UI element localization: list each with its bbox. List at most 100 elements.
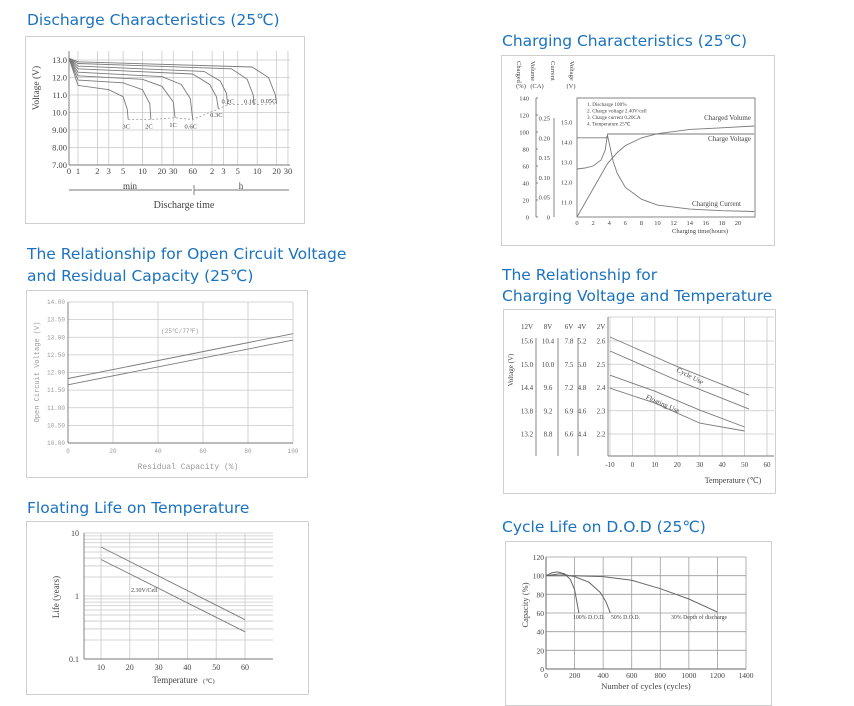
chgtemp-column-value: 15.0 bbox=[521, 361, 534, 369]
floatlife-line bbox=[100, 546, 246, 621]
charging-percent-tick-label: 120 bbox=[519, 113, 529, 120]
discharge-series-label: 3C bbox=[122, 124, 130, 131]
discharge-series-label: 0.3C bbox=[210, 112, 222, 119]
charging-percent-tick-label: 80 bbox=[523, 147, 530, 154]
floatlife-annotation: 2.30V/Cell bbox=[131, 588, 158, 594]
cyclelife-y-tick-label: 60 bbox=[537, 609, 545, 618]
discharge-series-label: 1C bbox=[169, 122, 177, 129]
discharge-curve-0.1C bbox=[68, 57, 255, 105]
discharge-x-tick-label: 2 bbox=[210, 166, 214, 176]
chgtemp-y-axis-label: Voltage (V) bbox=[507, 353, 515, 386]
charging-plot-frame bbox=[576, 97, 756, 218]
charging-curve-charge-voltage bbox=[576, 133, 755, 170]
cyclelife-series-label: 30% Depth of discharge bbox=[671, 614, 728, 621]
ocv-y-axis-label: Open Circuit Voltage (V) bbox=[34, 322, 42, 423]
ocv-y-tick-label: 14.00 bbox=[47, 299, 65, 306]
cyclelife-x-tick-label: 1000 bbox=[681, 671, 696, 680]
charging-note: 3. Charge current 0.20CA bbox=[587, 115, 641, 121]
chgtemp-column-value: 6.9 bbox=[565, 407, 574, 415]
chgtemp-column-value: 15.6 bbox=[521, 338, 534, 346]
chgtemp-column-value: 13.8 bbox=[521, 407, 534, 415]
cyclelife-x-tick-label: 400 bbox=[598, 671, 610, 680]
charging-current-tick-label: 0.20 bbox=[539, 135, 550, 142]
charging-voltage-tick-label: 12.0 bbox=[561, 180, 572, 187]
floatlife-y-tick-label: 1 bbox=[75, 592, 79, 601]
charging-percent-tick-label: 60 bbox=[523, 164, 530, 171]
discharge-curve-3C bbox=[68, 58, 129, 120]
chgtemp-curve-floating-use bbox=[609, 374, 745, 428]
floatlife-y-axis-label: Life (years) bbox=[51, 576, 61, 618]
charging-x-tick-label: 2 bbox=[591, 220, 594, 227]
charging-percent-tick-label: 40 bbox=[523, 181, 530, 188]
charging-current-tick-label: 0 bbox=[547, 215, 550, 222]
cyclelife-x-axis-label: Number of cycles (cycles) bbox=[601, 681, 691, 691]
charging-voltage-tick-label: 11.0 bbox=[561, 200, 572, 207]
discharge-curve-0.05C bbox=[68, 57, 278, 104]
discharge-cutoff-line bbox=[128, 103, 277, 120]
floatlife-x-tick-label: 30 bbox=[155, 663, 163, 672]
charging-header-name: Volume bbox=[529, 61, 536, 81]
discharge-curve-1C bbox=[68, 58, 176, 118]
discharge-series-label: 0.05C bbox=[261, 98, 277, 105]
ocv-x-tick-label: 0 bbox=[66, 448, 70, 455]
cyclelife-y-tick-label: 100 bbox=[533, 572, 545, 581]
chgtemp-column-value: 7.5 bbox=[565, 361, 574, 369]
cyclelife-y-tick-label: 0 bbox=[540, 665, 544, 674]
charging-chart-frame bbox=[501, 55, 775, 246]
ocv-line bbox=[67, 333, 294, 379]
chgtemp-column-header: 6V bbox=[565, 323, 574, 331]
discharge-x-tick-label: 0 bbox=[67, 166, 71, 176]
chgtemp-column-value: 5.2 bbox=[578, 338, 587, 346]
cyclelife-title: Cycle Life on D.O.D (25℃) bbox=[502, 518, 706, 536]
ocv-x-tick-label: 60 bbox=[199, 448, 207, 455]
chgtemp-column-value: 10.0 bbox=[542, 361, 555, 369]
discharge-y-tick-label: 8.00 bbox=[52, 143, 67, 153]
discharge-y-tick-label: 10.0 bbox=[52, 108, 67, 118]
cyclelife-x-tick-label: 800 bbox=[655, 671, 667, 680]
ocv-title-line1: The Relationship for Open Circuit Voltag… bbox=[27, 245, 347, 263]
cyclelife-curve bbox=[545, 571, 580, 614]
discharge-x-tick-label: 20 bbox=[272, 166, 281, 176]
charging-header-unit: (CA) bbox=[530, 83, 543, 90]
discharge-x-tick-label: 1 bbox=[76, 166, 80, 176]
charging-current-tick-label: 0.25 bbox=[539, 116, 550, 123]
discharge-x-axis-label: Discharge time bbox=[154, 200, 215, 211]
discharge-y-tick-label: 9.00 bbox=[52, 125, 67, 135]
floatlife-x-tick-label: 10 bbox=[97, 663, 105, 672]
chgtemp-column-value: 2.6 bbox=[597, 338, 606, 346]
discharge-h-label: h bbox=[239, 181, 244, 191]
ocv-x-tick-label: 100 bbox=[288, 448, 299, 455]
chgtemp-column-value: 14.4 bbox=[521, 384, 534, 392]
discharge-x-tick-label: 20 bbox=[158, 166, 167, 176]
charging-note: 4. Temperature 25℃ bbox=[587, 122, 631, 128]
cyclelife-y-tick-label: 80 bbox=[537, 590, 545, 599]
ocv-y-tick-label: 11.00 bbox=[47, 405, 65, 412]
ocv-y-tick-label: 11.50 bbox=[47, 387, 65, 394]
charging-voltage-tick-label: 15.0 bbox=[561, 120, 572, 127]
floatlife-title: Floating Life on Temperature bbox=[27, 499, 250, 517]
charging-x-tick-label: 0 bbox=[575, 220, 578, 227]
charging-x-tick-label: 18 bbox=[719, 220, 726, 227]
charging-title: Charging Characteristics (25℃) bbox=[502, 32, 748, 50]
chgtemp-column-header: 2V bbox=[597, 323, 606, 331]
chgtemp-column-value: 8.8 bbox=[544, 431, 553, 439]
ocv-x-axis-label: Residual Capacity (%) bbox=[138, 463, 239, 472]
chgtemp-column-value: 9.2 bbox=[544, 407, 553, 415]
charging-x-tick-label: 6 bbox=[624, 220, 628, 227]
chgtemp-band-label: Floating Use bbox=[645, 393, 681, 415]
ocv-line bbox=[67, 339, 294, 386]
charging-header-unit: (%) bbox=[516, 83, 526, 90]
charging-curve-charged-volume bbox=[576, 125, 755, 218]
chgtemp-x-tick-label: 30 bbox=[696, 461, 704, 469]
chgtemp-title-line1: The Relationship for bbox=[502, 266, 658, 284]
charging-note: 1. Discharge 100% bbox=[587, 102, 627, 108]
discharge-x-tick-label: 30 bbox=[169, 166, 178, 176]
chgtemp-column-value: 6.6 bbox=[565, 431, 574, 439]
floatlife-x-tick-label: 40 bbox=[183, 663, 191, 672]
charging-current-tick-label: 0.05 bbox=[539, 195, 550, 202]
chgtemp-column-value: 2.3 bbox=[597, 407, 606, 415]
ocv-y-tick-label: 13.50 bbox=[47, 317, 65, 324]
floatlife-x-axis-unit: (℃) bbox=[203, 678, 215, 685]
floatlife-x-tick-label: 60 bbox=[241, 663, 249, 672]
